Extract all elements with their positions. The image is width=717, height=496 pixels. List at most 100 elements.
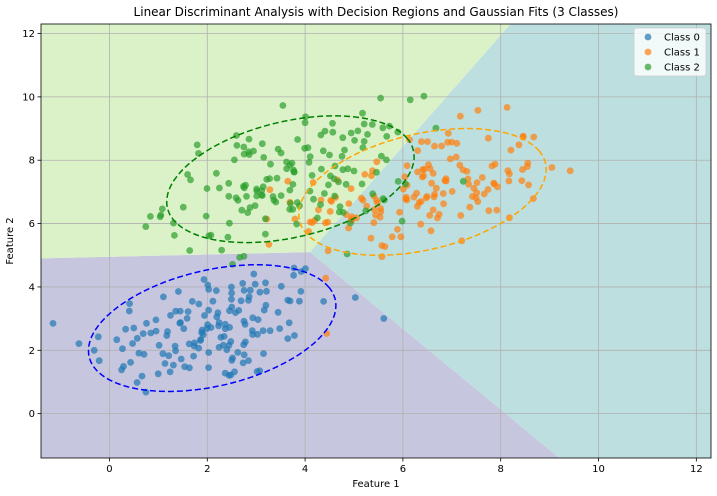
point-class-2	[394, 178, 402, 185]
point-class-1	[440, 200, 447, 208]
point-class-0	[276, 325, 284, 332]
point-class-0	[228, 295, 235, 303]
point-class-0	[260, 350, 267, 357]
point-class-2	[336, 203, 344, 211]
point-class-0	[246, 286, 254, 294]
point-class-2	[243, 193, 250, 200]
point-class-0	[290, 264, 298, 272]
point-class-1	[432, 184, 440, 192]
point-class-2	[339, 209, 347, 216]
point-class-2	[187, 176, 194, 184]
point-class-1	[291, 215, 299, 223]
point-class-2	[226, 219, 233, 227]
point-class-0	[240, 341, 248, 349]
y-tick-label: 6	[29, 219, 35, 230]
point-class-0	[380, 315, 388, 322]
point-class-1	[490, 179, 498, 187]
point-class-2	[432, 124, 440, 132]
point-class-2	[245, 135, 253, 143]
point-class-1	[378, 242, 386, 249]
point-class-2	[317, 131, 325, 139]
point-class-2	[274, 145, 282, 153]
point-class-2	[301, 119, 309, 127]
point-class-0	[167, 312, 174, 319]
point-class-2	[193, 141, 201, 149]
point-class-2	[207, 231, 215, 239]
point-class-0	[172, 347, 180, 355]
point-class-2	[244, 209, 252, 217]
point-class-0	[262, 279, 269, 287]
point-class-2	[184, 171, 192, 178]
point-class-1	[284, 177, 292, 185]
point-class-0	[215, 344, 223, 351]
point-class-2	[171, 232, 178, 239]
point-class-0	[249, 314, 257, 322]
x-tick-label: 10	[592, 464, 605, 475]
region-class-2	[41, 24, 511, 259]
point-class-0	[235, 307, 243, 314]
point-class-1	[484, 186, 492, 193]
point-class-0	[225, 371, 233, 379]
point-class-0	[197, 336, 205, 343]
point-class-0	[154, 370, 162, 378]
point-class-0	[195, 300, 203, 308]
point-class-1	[566, 167, 574, 175]
point-class-0	[228, 303, 236, 311]
point-class-1	[465, 180, 472, 188]
y-tick-label: 2	[29, 346, 35, 357]
point-class-0	[177, 355, 185, 363]
point-class-0	[214, 309, 222, 317]
point-class-2	[314, 214, 321, 222]
point-class-2	[238, 206, 246, 214]
point-class-2	[358, 180, 366, 188]
point-class-2	[459, 177, 467, 185]
point-class-0	[186, 364, 193, 372]
point-class-1	[444, 138, 451, 146]
point-class-2	[279, 102, 287, 109]
point-class-0	[231, 368, 238, 376]
point-class-1	[474, 107, 482, 114]
point-class-2	[326, 151, 333, 159]
point-class-2	[341, 146, 348, 154]
point-class-2	[351, 137, 358, 144]
point-class-1	[400, 185, 407, 193]
point-class-0	[284, 335, 292, 342]
point-class-1	[453, 139, 461, 147]
point-class-0	[155, 341, 163, 349]
point-class-2	[225, 192, 233, 200]
point-class-0	[130, 324, 138, 332]
point-class-0	[122, 325, 129, 333]
point-class-1	[370, 219, 378, 227]
point-class-0	[225, 341, 233, 349]
point-class-2	[318, 165, 325, 173]
point-class-0	[165, 352, 173, 360]
point-class-1	[324, 247, 332, 255]
point-class-1	[459, 166, 467, 174]
point-class-2	[339, 134, 347, 142]
point-class-0	[290, 271, 297, 279]
point-class-0	[205, 306, 213, 314]
point-class-1	[429, 206, 437, 214]
point-class-0	[249, 331, 256, 338]
point-class-2	[379, 124, 387, 132]
point-class-1	[470, 184, 478, 192]
point-class-0	[351, 294, 359, 301]
point-class-1	[315, 206, 322, 214]
point-class-2	[186, 247, 194, 254]
point-class-1	[406, 136, 413, 144]
point-class-2	[359, 109, 366, 117]
point-class-2	[362, 207, 370, 215]
point-class-2	[350, 167, 358, 175]
legend-marker	[644, 48, 652, 56]
point-class-2	[234, 197, 242, 204]
x-tick-label: 12	[690, 464, 703, 475]
point-class-1	[442, 175, 450, 183]
point-class-1	[373, 158, 381, 166]
point-class-2	[347, 219, 354, 227]
point-class-0	[160, 293, 167, 301]
point-class-0	[94, 333, 102, 341]
point-class-1	[505, 177, 513, 185]
point-class-2	[294, 136, 301, 143]
point-class-1	[309, 179, 317, 186]
x-tick-label: 0	[106, 464, 112, 475]
